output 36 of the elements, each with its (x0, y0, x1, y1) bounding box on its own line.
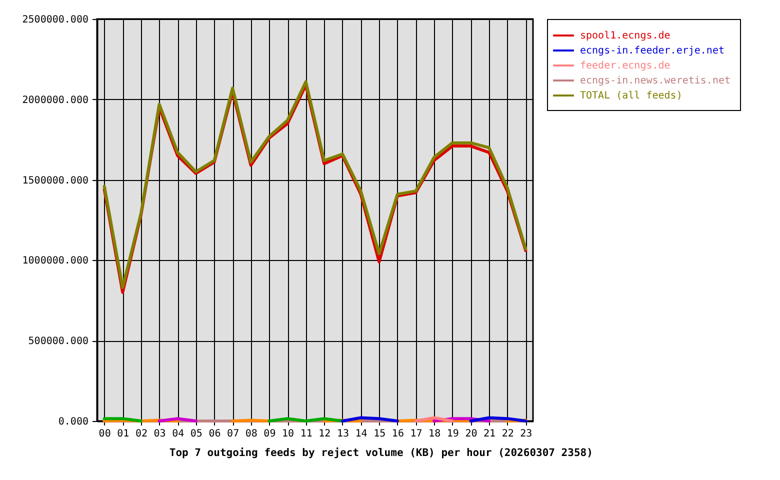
x-tick-label: 19 (446, 428, 459, 440)
x-tick-label: 00 (98, 428, 111, 440)
x-tick-label: 16 (392, 428, 404, 440)
x-tick-label: 21 (484, 428, 496, 440)
x-tick-label: 02 (135, 428, 148, 440)
x-tick-label: 14 (355, 428, 368, 440)
y-tick-label: 0.000 (58, 416, 88, 428)
x-tick-label: 20 (465, 428, 478, 440)
x-tick-label: 15 (374, 428, 386, 440)
x-tick-label: 06 (208, 428, 221, 440)
y-tick-label: 500000.000 (28, 336, 88, 348)
x-tick-label: 03 (154, 428, 166, 440)
x-tick-label: 05 (190, 428, 202, 440)
y-tick-label: 2500000.000 (22, 14, 88, 26)
text: Top 7 outgoing feeds by reject volume (KB) per hour (20260307 2358) (169, 447, 593, 459)
x-tick-label: 18 (428, 428, 441, 440)
y-tick-label: 1500000.000 (22, 175, 88, 186)
legend-label: ecngs-in.feeder.erje.net (580, 46, 724, 56)
x-tick-label: 04 (172, 428, 184, 440)
legend-label: TOTAL (all feeds) (580, 90, 682, 102)
x-tick-label: 01 (117, 428, 130, 440)
x-tick-label: 12 (318, 428, 331, 440)
legend-label: ecngs-in.news.weretis.net (580, 76, 731, 86)
x-tick-label: 09 (264, 428, 276, 440)
x-tick-label: 11 (300, 428, 312, 440)
x-tick-label: 23 (520, 428, 532, 440)
x-tick-label: 07 (227, 428, 240, 440)
x-tick-label: 13 (336, 428, 349, 440)
x-tick-label: 08 (245, 428, 258, 440)
y-tick-label: 2000000.000 (22, 94, 88, 106)
x-tick-label: 10 (282, 428, 294, 440)
x-tick-label: 17 (410, 428, 422, 440)
legend-label: spool1.ecngs.de (580, 30, 670, 42)
legend-label: feeder.ecngs.de (580, 60, 670, 72)
x-tick-label: 22 (502, 428, 514, 440)
y-tick-label: 1000000.000 (22, 256, 88, 267)
